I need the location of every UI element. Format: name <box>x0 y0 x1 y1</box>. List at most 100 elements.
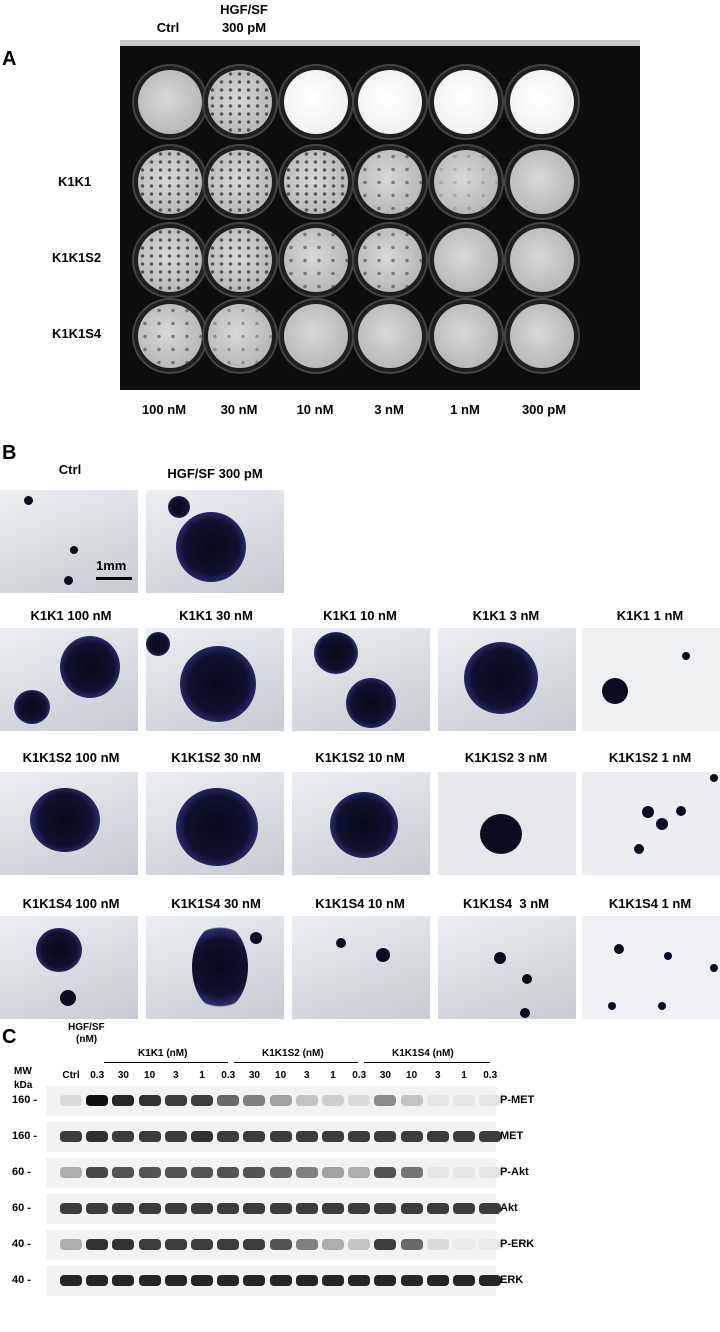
blot-band <box>269 1275 292 1286</box>
lane-label: 30 <box>117 1070 129 1081</box>
well-k1k1s4 <box>138 304 202 368</box>
c-group-header: K1K1S4 (nM) <box>392 1048 454 1059</box>
blot-band <box>243 1275 266 1286</box>
mw-marker: 60 - <box>12 1166 31 1178</box>
blot-band <box>426 1167 449 1178</box>
blot-band <box>112 1095 135 1106</box>
blot-band <box>60 1131 82 1142</box>
blot-band <box>112 1203 135 1214</box>
lane-label: 1 <box>461 1070 467 1081</box>
blot-band <box>400 1275 423 1286</box>
mw-marker: 160 - <box>12 1130 38 1142</box>
blot-band <box>217 1239 240 1250</box>
b-label: K1K1 1 nM <box>616 608 684 623</box>
lane-label: 30 <box>248 1070 260 1081</box>
blot-band <box>243 1203 266 1214</box>
a-row-label-k1k1s2: K1K1S2 <box>52 250 102 265</box>
blot-band <box>164 1131 187 1142</box>
blot-row-akt <box>46 1194 502 1224</box>
blot-band <box>191 1167 213 1178</box>
group-underline <box>104 1062 228 1063</box>
blot-band <box>322 1239 344 1250</box>
blot-band <box>138 1239 161 1250</box>
blot-band <box>322 1275 344 1286</box>
lane-label: 0.3 <box>352 1070 367 1081</box>
blot-band <box>164 1203 187 1214</box>
b-label: K1K1S4 1 nM <box>608 896 692 911</box>
blot-band <box>60 1167 82 1178</box>
blot-band <box>453 1203 475 1214</box>
c-hgf-header-1: HGF/SF <box>68 1022 105 1033</box>
well-k1k1s2 <box>434 228 498 292</box>
blot-row-p-met <box>46 1086 502 1116</box>
blot-band <box>86 1095 109 1106</box>
blot-label: P-ERK <box>500 1238 535 1250</box>
lane-label: 0.3 <box>221 1070 236 1081</box>
micrograph <box>582 628 720 731</box>
blot-band <box>269 1131 292 1142</box>
blot-label: Akt <box>500 1202 518 1214</box>
blot-band <box>217 1167 240 1178</box>
b-label: K1K1S4 30 nM <box>171 896 261 911</box>
blot-band <box>400 1167 423 1178</box>
micrograph <box>0 628 138 731</box>
blot-band <box>60 1275 82 1286</box>
well-ctrl <box>138 70 202 134</box>
micrograph <box>582 916 720 1019</box>
well-k1k1 <box>284 150 348 214</box>
blot-band <box>112 1239 135 1250</box>
well-hgf <box>208 70 272 134</box>
blot-band <box>60 1203 82 1214</box>
blot-band <box>479 1167 502 1178</box>
lane-label: 3 <box>173 1070 179 1081</box>
blot-band <box>191 1239 213 1250</box>
blot-band <box>374 1275 397 1286</box>
well-blank <box>358 70 422 134</box>
micrograph <box>0 916 138 1019</box>
blot-band <box>426 1131 449 1142</box>
well-k1k1 <box>510 150 574 214</box>
panel-a-letter: A <box>2 48 17 70</box>
a-label-hgf-line2: 300 pM <box>221 20 267 35</box>
blot-band <box>322 1095 344 1106</box>
blot-band <box>164 1275 187 1286</box>
mw-marker: 40 - <box>12 1238 31 1250</box>
micrograph <box>292 772 430 875</box>
blot-band <box>112 1131 135 1142</box>
blot-band <box>243 1131 266 1142</box>
micrograph <box>292 916 430 1019</box>
b-label: K1K1S4 3 nM <box>463 896 549 911</box>
a-label-hgf-line1: HGF/SF <box>220 2 268 17</box>
well-k1k1s2 <box>510 228 574 292</box>
blot-band <box>400 1131 423 1142</box>
blot-band <box>479 1203 502 1214</box>
lane-label: 3 <box>304 1070 310 1081</box>
mw-label: MW <box>14 1066 32 1077</box>
blot-band <box>269 1203 292 1214</box>
group-underline <box>234 1062 358 1063</box>
lane-label: 1 <box>199 1070 205 1081</box>
blot-band <box>400 1239 423 1250</box>
blot-band <box>295 1095 318 1106</box>
lane-label: Ctrl <box>62 1070 80 1081</box>
c-group-header: K1K1S2 (nM) <box>262 1048 324 1059</box>
blot-band <box>374 1167 397 1178</box>
blot-band <box>217 1095 240 1106</box>
a-col-label: 300 pM <box>521 402 567 417</box>
blot-band <box>322 1131 344 1142</box>
blot-band <box>243 1095 266 1106</box>
blot-band <box>453 1239 475 1250</box>
a-col-label: 100 nM <box>141 402 187 417</box>
well-blank <box>510 70 574 134</box>
lane-label: 10 <box>275 1070 287 1081</box>
blot-band <box>374 1095 397 1106</box>
blot-label: P-Akt <box>500 1166 529 1178</box>
blot-row-erk <box>46 1266 502 1296</box>
micrograph <box>146 772 284 875</box>
scale-bar <box>96 577 132 580</box>
a-col-label: 3 nM <box>374 402 404 417</box>
lane-label: 10 <box>406 1070 418 1081</box>
blot-band <box>269 1239 292 1250</box>
c-hgf-header-2: (nM) <box>76 1034 98 1045</box>
blot-band <box>191 1203 213 1214</box>
